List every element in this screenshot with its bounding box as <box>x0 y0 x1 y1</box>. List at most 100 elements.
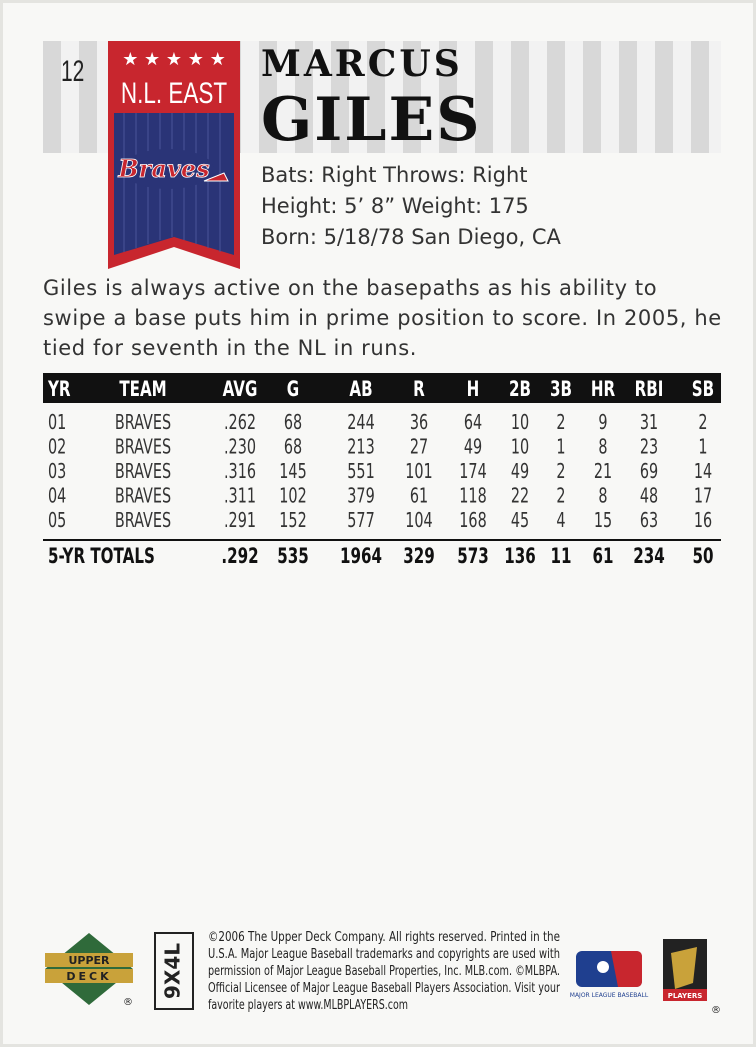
division-banner: ★ ★ ★ ★ ★ N.L. EAST Braves <box>108 41 240 269</box>
stat-cell: 14 <box>694 461 712 484</box>
column-header: TEAM <box>119 378 166 402</box>
stats-table: YR TEAM AVG G AB R H 2B 3B HR RBI SB 01 BRAVES .262 68 2… <box>43 373 721 569</box>
stat-cell: 03 <box>48 461 66 484</box>
stat-cell: .316 <box>224 461 256 484</box>
stat-cell: 15 <box>594 510 612 533</box>
stat-cell: 61 <box>410 485 428 508</box>
stat-cell: 174 <box>459 461 486 484</box>
stat-cell: BRAVES <box>115 461 171 484</box>
column-header: R <box>413 378 425 402</box>
svg-text:®: ® <box>711 1005 721 1016</box>
stat-cell: 17 <box>694 485 712 508</box>
stat-cell: 31 <box>640 412 658 435</box>
totals-cell: 61 <box>592 545 613 569</box>
totals-cell: 535 <box>277 545 309 569</box>
stat-cell: 63 <box>640 510 658 533</box>
stat-cell: 213 <box>347 436 374 459</box>
stat-cell: 104 <box>405 510 432 533</box>
brand-top: UPPER <box>68 954 110 967</box>
column-header: RBI <box>635 378 664 402</box>
players-logo-text: PLAYERS <box>668 992 703 1000</box>
stat-cell: 2 <box>556 485 565 508</box>
player-first-name: MARCUS <box>261 43 463 85</box>
stat-cell: .291 <box>224 510 256 533</box>
stat-cell: 27 <box>410 436 428 459</box>
stat-cell: 102 <box>279 485 306 508</box>
totals-cell: 234 <box>633 545 665 569</box>
stat-cell: .262 <box>224 412 256 435</box>
column-header: H <box>467 378 480 402</box>
stat-cell: 551 <box>347 461 374 484</box>
totals-label: 5-YR TOTALS <box>48 545 155 569</box>
stat-cell: 244 <box>347 412 374 435</box>
stat-cell: 577 <box>347 510 374 533</box>
stat-cell: 04 <box>48 485 66 508</box>
bio-line: Height: 5’ 8” Weight: 175 <box>261 194 529 218</box>
column-header: HR <box>591 378 615 402</box>
stat-cell: 168 <box>459 510 486 533</box>
stat-cell: 49 <box>511 461 529 484</box>
totals-cell: 1964 <box>340 545 382 569</box>
stat-cell: 1 <box>698 436 707 459</box>
stat-cell: 10 <box>511 436 529 459</box>
stat-cell: 68 <box>284 412 302 435</box>
mlb-logo-text: MAJOR LEAGUE BASEBALL <box>570 992 649 999</box>
stat-cell: 4 <box>556 510 565 533</box>
stat-cell: BRAVES <box>115 485 171 508</box>
card-code: 9X4L <box>161 943 185 999</box>
totals-cell: 136 <box>504 545 536 569</box>
stat-cell: 69 <box>640 461 658 484</box>
stat-cell: 49 <box>464 436 482 459</box>
stat-cell: 152 <box>279 510 306 533</box>
stat-cell: BRAVES <box>115 436 171 459</box>
column-header: AB <box>349 378 372 402</box>
stat-cell: 2 <box>556 412 565 435</box>
stat-cell: BRAVES <box>115 510 171 533</box>
column-header: YR <box>47 378 70 402</box>
stat-cell: 2 <box>556 461 565 484</box>
totals-cell: 50 <box>692 545 713 569</box>
column-header: G <box>287 378 299 402</box>
column-header: 3B <box>550 378 572 402</box>
legal-line: ©2006 The Upper Deck Company. All rights… <box>208 930 560 945</box>
team-logo: Braves <box>117 154 210 183</box>
stat-cell: 01 <box>48 412 66 435</box>
stat-cell: 16 <box>694 510 712 533</box>
stat-cell: 02 <box>48 436 66 459</box>
stat-cell: 118 <box>459 485 486 508</box>
bio-line: Bats: Right Throws: Right <box>261 163 528 187</box>
bio-line: Born: 5/18/78 San Diego, CA <box>261 225 561 249</box>
stat-cell: 8 <box>598 485 607 508</box>
totals-cell: 11 <box>550 545 571 569</box>
stat-cell: .311 <box>224 485 256 508</box>
svg-text:★ ★ ★ ★ ★: ★ ★ ★ ★ ★ <box>122 49 226 70</box>
stat-cell: 48 <box>640 485 658 508</box>
stat-cell: 23 <box>640 436 658 459</box>
stat-cell: 36 <box>410 412 428 435</box>
stat-cell: 22 <box>511 485 529 508</box>
stat-cell: 68 <box>284 436 302 459</box>
column-header: 2B <box>509 378 531 402</box>
svg-text:®: ® <box>123 997 133 1008</box>
legal-line: permission of Major League Baseball Prop… <box>208 964 560 979</box>
stat-cell: 05 <box>48 510 66 533</box>
stat-cell: 45 <box>511 510 529 533</box>
totals-cell: .292 <box>221 545 258 569</box>
stat-cell: .230 <box>224 436 256 459</box>
blurb: Giles is always active on the basepaths … <box>43 276 722 360</box>
totals-cell: 573 <box>457 545 489 569</box>
division: N.L. EAST <box>121 76 227 110</box>
stat-cell: BRAVES <box>115 412 171 435</box>
stat-cell: 101 <box>405 461 432 484</box>
brand-bottom: DECK <box>66 970 111 983</box>
stat-cell: 8 <box>598 436 607 459</box>
legal-line: U.S.A. Major League Baseball trademarks … <box>208 947 560 962</box>
stat-cell: 379 <box>347 485 374 508</box>
totals-cell: 329 <box>403 545 435 569</box>
stat-cell: 1 <box>556 436 565 459</box>
stat-cell: 10 <box>511 412 529 435</box>
player-last-name: GILES <box>261 85 482 155</box>
stat-cell: 64 <box>464 412 482 435</box>
column-header: SB <box>692 378 714 402</box>
